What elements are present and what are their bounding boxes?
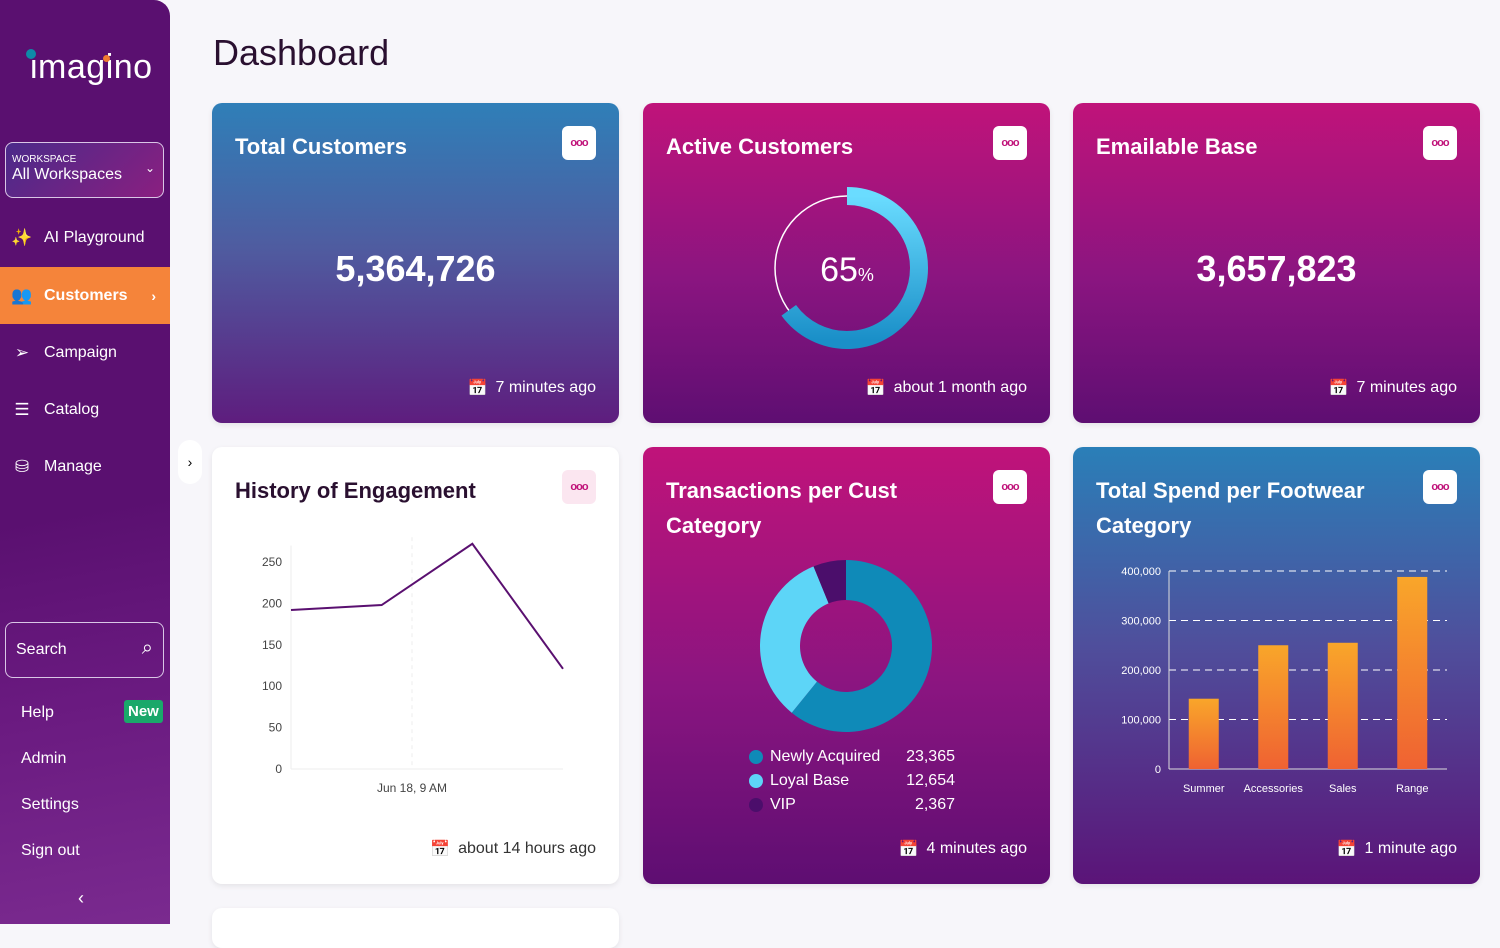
y-tick-label: 250 [262,555,282,569]
emailable-base-value: 3,657,823 [1073,248,1480,290]
bar [1397,577,1427,769]
x-tick-label: Accessories [1244,783,1304,795]
y-tick-label: 150 [262,638,282,652]
sidebar-item-manage[interactable]: ⛁Manage [0,438,170,495]
more-options-button[interactable]: ooo [562,470,596,504]
updated-time: 4 minutes ago [926,840,1027,858]
more-options-button[interactable]: ooo [993,470,1027,504]
sidebar-item-campaign[interactable]: ➢Campaign [0,324,170,381]
gauge-value: 65 [820,251,858,289]
active-customers-card: Active Customers ooo 65% 📅 about 1 month … [643,103,1050,423]
y-tick-label: 300,000 [1121,616,1161,628]
total-customers-card: Total Customers ooo 5,364,726 📅 7 minutes… [212,103,619,423]
chevron-right-icon: › [151,288,156,304]
y-tick-label: 50 [269,721,283,735]
new-badge: New [124,700,163,723]
calendar-icon: 📅 [899,839,919,859]
gauge-unit: % [858,265,874,285]
emailable-base-card: Emailable Base ooo 3,657,823 📅 7 minutes … [1073,103,1480,423]
workspace-selector[interactable]: WORKSPACE All Workspaces ⌄ [5,142,164,198]
x-tick-label: Summer [1183,783,1225,795]
more-options-button[interactable]: ooo [1423,470,1457,504]
card-title: Active Customers [666,129,853,164]
more-options-button[interactable]: ooo [993,126,1027,160]
card-title: Total Customers [235,129,407,164]
spend-footwear-card: Total Spend per Footwear Category ooo 0 1… [1073,447,1480,884]
paper-plane-icon: ➢ [10,343,34,363]
sidebar-item-catalog[interactable]: ☰Catalog [0,381,170,438]
spend-bar-chart: 0 100,000 200,000 300,000 400,000 Summer Acces… [1073,557,1480,807]
hand-database-icon: ⛁ [10,457,34,477]
active-customers-gauge: 65% [767,181,931,355]
help-link[interactable]: Help [21,704,54,722]
transactions-card: Transactions per Cust Category ooo Newly… [643,447,1050,884]
total-customers-value: 5,364,726 [212,248,619,290]
search-input[interactable]: Search⌕ [5,622,164,678]
x-tick-label: Range [1396,783,1428,795]
y-tick-label: 200,000 [1121,665,1161,677]
magic-wand-icon: ✨ [10,228,34,248]
calendar-icon: 📅 [866,378,886,398]
chevron-down-icon: ⌄ [145,161,155,175]
logo[interactable]: imagino [30,48,153,87]
calendar-icon: 📅 [430,839,450,859]
y-tick-label: 200 [262,596,282,610]
y-tick-label: 100,000 [1121,715,1161,727]
updated-time: 7 minutes ago [1356,379,1457,397]
sidebar-item-ai-playground[interactable]: ✨AI Playground [0,209,170,266]
settings-link[interactable]: Settings [21,796,79,814]
workspace-label: WORKSPACE [12,154,157,165]
calendar-icon: 📅 [1337,839,1357,859]
y-tick-label: 100 [262,679,282,693]
engagement-line-chart: 0 50 100 150 200 250 Jun 18, 9 AM [212,527,619,807]
updated-time: 1 minute ago [1364,840,1457,858]
sidebar-item-customers[interactable]: 👥Customers› [0,267,170,324]
catalog-icon: ☰ [10,400,34,420]
y-tick-label: 0 [275,762,282,776]
partial-card [212,908,619,948]
workspace-value: All Workspaces [12,166,157,184]
card-title: Transactions per Cust Category [666,473,946,543]
expand-panel-button[interactable]: › [178,440,202,484]
y-tick-label: 0 [1155,764,1161,776]
sidebar: imagino WORKSPACE All Workspaces ⌄ ✨AI P… [0,0,170,924]
bar [1189,699,1219,769]
calendar-icon: 📅 [1329,378,1349,398]
calendar-icon: 📅 [468,378,488,398]
history-engagement-card: History of Engagement ooo 0 50 100 150 200 25… [212,447,619,884]
sign-out-link[interactable]: Sign out [21,842,80,860]
search-icon: ⌕ [142,637,153,660]
page-title: Dashboard [213,32,389,74]
x-tick-label: Jun 18, 9 AM [377,781,447,795]
updated-time: about 1 month ago [894,379,1027,397]
card-title: Total Spend per Footwear Category [1096,473,1396,543]
x-tick-label: Sales [1329,783,1357,795]
updated-time: 7 minutes ago [495,379,596,397]
card-title: Emailable Base [1096,129,1257,164]
svg-text:65%: 65% [820,251,874,289]
bar [1328,643,1358,769]
collapse-sidebar-icon[interactable]: ‹ [78,888,84,909]
engagement-line [291,544,563,669]
bar [1258,645,1288,769]
admin-link[interactable]: Admin [21,750,66,768]
transactions-donut-chart [756,556,936,736]
more-options-button[interactable]: ooo [1423,126,1457,160]
y-tick-label: 400,000 [1121,566,1161,578]
chevron-right-icon: › [188,454,193,470]
more-options-button[interactable]: ooo [562,126,596,160]
updated-time: about 14 hours ago [458,840,596,858]
users-icon: 👥 [10,286,34,306]
card-title: History of Engagement [235,473,476,508]
